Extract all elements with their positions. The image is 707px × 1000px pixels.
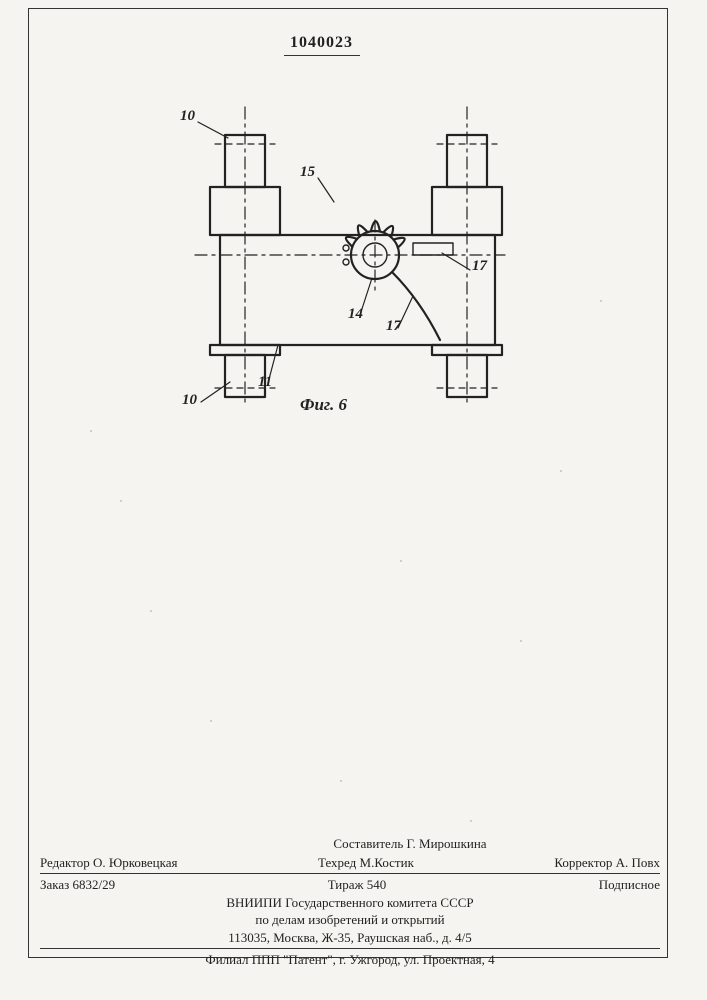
technical-diagram: 10 10 11 14 15 17 17 bbox=[160, 100, 520, 420]
diagram-svg bbox=[160, 100, 520, 420]
patent-number: 1040023 bbox=[290, 34, 353, 52]
scan-artifact bbox=[560, 470, 562, 472]
part-label-17: 17 bbox=[386, 318, 401, 335]
footer-rule-1 bbox=[40, 873, 660, 874]
part-label-14: 14 bbox=[348, 306, 363, 323]
scan-artifact bbox=[340, 780, 342, 782]
subscription-label: Подписное bbox=[599, 876, 660, 894]
part-label-10: 10 bbox=[180, 108, 195, 125]
corrector-credit: Корректор А. Повх bbox=[554, 854, 660, 872]
part-label-10: 10 bbox=[182, 392, 197, 409]
scan-artifact bbox=[470, 820, 472, 822]
part-label-11: 11 bbox=[258, 374, 272, 391]
figure-caption: Фиг. 6 bbox=[300, 395, 347, 415]
scan-artifact bbox=[210, 720, 212, 722]
part-label-15: 15 bbox=[300, 164, 315, 181]
scan-artifact bbox=[520, 640, 522, 642]
org-line-1: ВНИИПИ Государственного комитета СССР bbox=[40, 894, 660, 912]
order-number: Заказ 6832/29 bbox=[40, 876, 115, 894]
scan-artifact bbox=[150, 610, 152, 612]
compiler-credit: Составитель Г. Мирошкина bbox=[160, 835, 660, 853]
part-label-17: 17 bbox=[472, 258, 487, 275]
footer-rule-2 bbox=[40, 948, 660, 949]
org-line-2: по делам изобретений и открытий bbox=[40, 911, 660, 929]
print-run: Тираж 540 bbox=[328, 876, 387, 894]
editor-credit: Редактор О. Юрковецкая bbox=[40, 854, 178, 872]
scan-artifact bbox=[400, 560, 402, 562]
scan-artifact bbox=[600, 300, 602, 302]
techred-credit: Техред М.Костик bbox=[318, 854, 414, 872]
printer-line: Филиал ППП "Патент", г. Ужгород, ул. Про… bbox=[40, 951, 660, 969]
patent-number-underline bbox=[284, 55, 360, 56]
scan-artifact bbox=[90, 430, 92, 432]
scan-artifact bbox=[120, 500, 122, 502]
org-address: 113035, Москва, Ж-35, Раушская наб., д. … bbox=[40, 929, 660, 947]
colophon-footer: Составитель Г. Мирошкина Редактор О. Юрк… bbox=[40, 835, 660, 969]
